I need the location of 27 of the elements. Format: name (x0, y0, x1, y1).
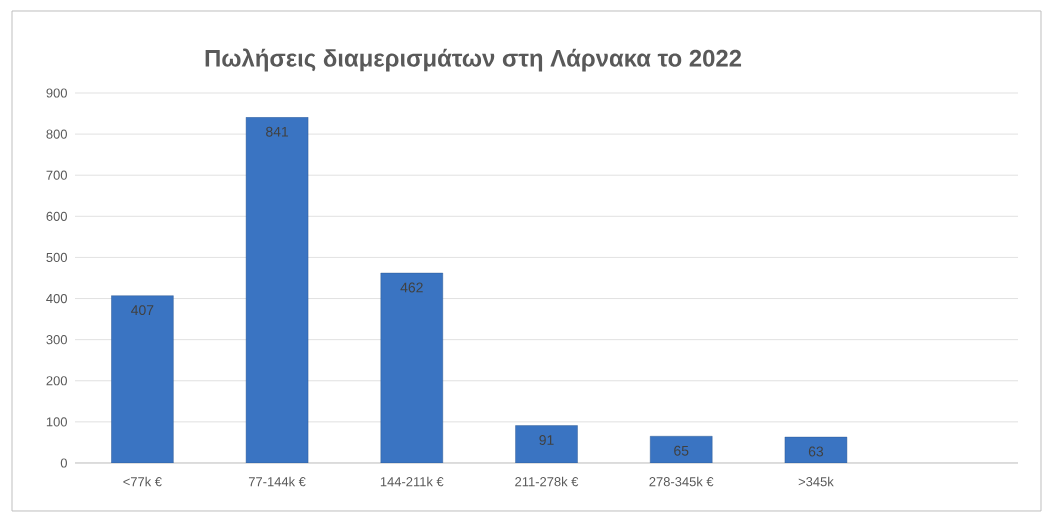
data-label: 65 (674, 445, 689, 456)
y-tick-label: 300 (46, 335, 67, 345)
bar (380, 272, 443, 463)
data-label: 91 (539, 435, 554, 445)
y-tick-label: 500 (46, 252, 67, 263)
y-tick-label: 0 (60, 458, 67, 468)
x-tick-label: 77-144k € (248, 476, 306, 487)
y-tick-label: 600 (46, 211, 67, 221)
y-tick-label: 900 (46, 88, 67, 98)
bar (245, 117, 309, 463)
x-tick-label: 144-211k € (380, 476, 444, 487)
chart-title: Πωλήσεις διαμερισμάτων στη Λάρνακα το 2022 (205, 48, 742, 72)
bar (111, 295, 174, 463)
y-tick-label: 400 (46, 293, 67, 304)
x-tick-label: 211-278k € (515, 476, 579, 487)
y-tick-label: 200 (46, 376, 67, 386)
x-tick-label: >345k (798, 476, 834, 487)
data-label: 462 (400, 282, 423, 293)
bar (515, 425, 578, 463)
data-label: 841 (266, 126, 289, 137)
y-tick-label: 800 (46, 129, 67, 139)
data-label: 63 (808, 446, 824, 457)
data-label: 407 (131, 305, 154, 316)
x-tick-label: <77k € (123, 476, 162, 487)
y-tick-label: 100 (46, 417, 67, 427)
x-tick-label: 278-345k € (649, 476, 714, 487)
y-tick-label: 700 (46, 170, 67, 180)
